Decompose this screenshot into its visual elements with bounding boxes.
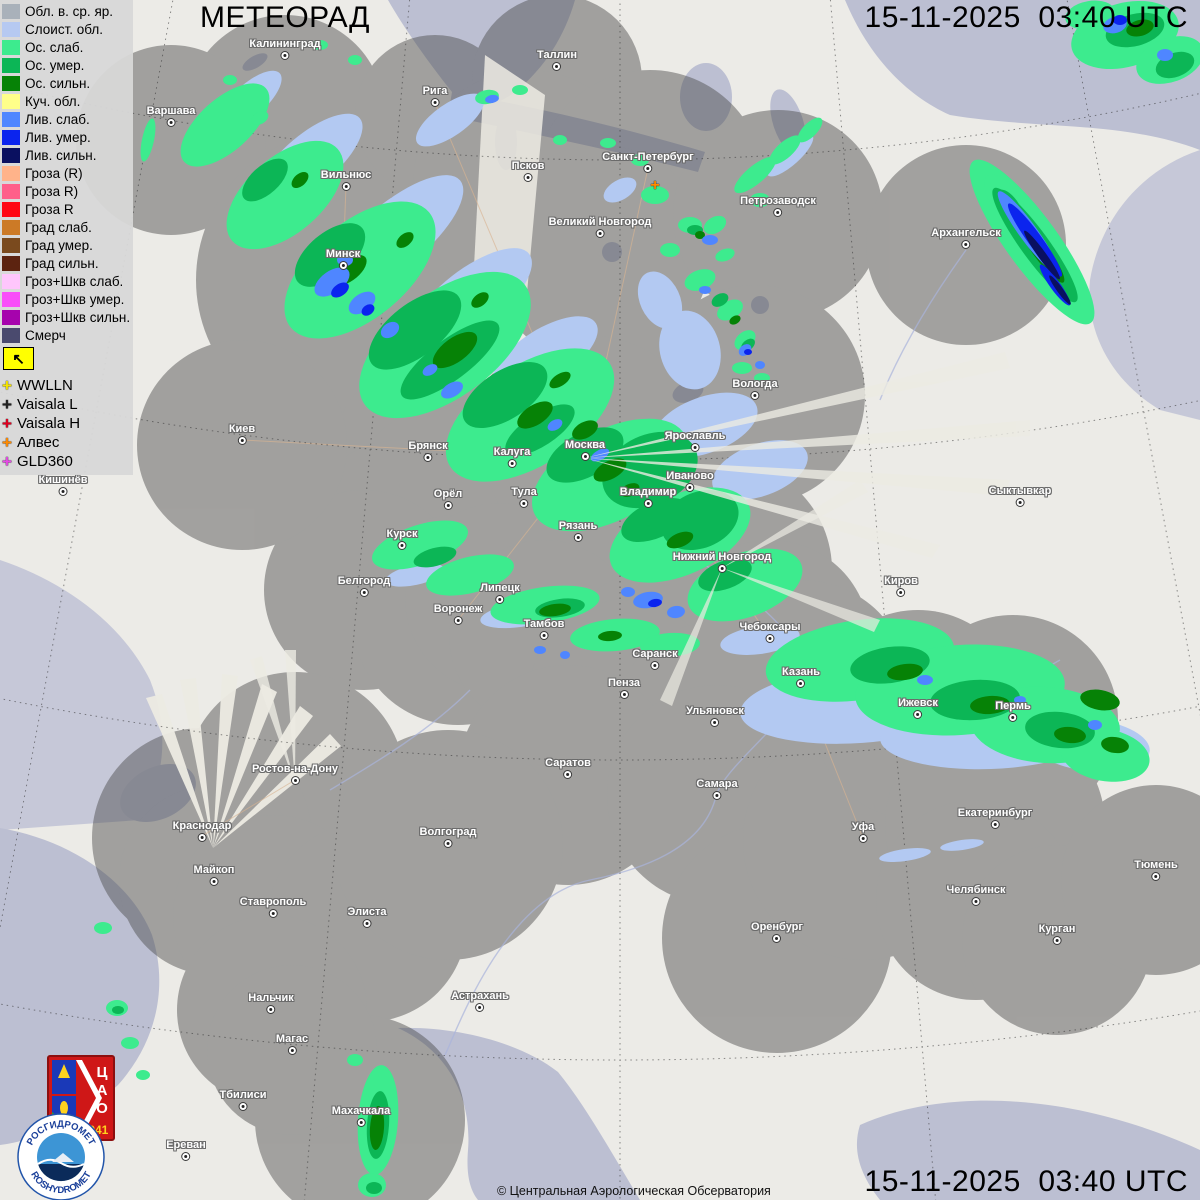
legend-swatch (2, 57, 20, 73)
legend-swatch (2, 147, 20, 163)
legend-label: Ос. слаб. (25, 39, 84, 55)
legend-label: Град слаб. (25, 219, 92, 235)
legend-swatch (2, 129, 20, 145)
legend-label: Гроза R) (25, 183, 79, 199)
legend-label: Гроз+Шкв сильн. (25, 309, 131, 325)
lightning-source-label: WWLLN (17, 377, 73, 394)
legend-row: Гроз+Шкв сильн. (2, 308, 133, 326)
logos: ЦАО 1941 РОСГИДРОМЕТ ROSHYDROMET (14, 1052, 124, 1200)
lightning-cross-icon: + (2, 433, 12, 452)
legend-label: Обл. в. ср. яр. (25, 3, 114, 19)
legend-row: Лив. слаб. (2, 110, 133, 128)
legend-row: Гроза R (2, 200, 133, 218)
legend-panel: Обл. в. ср. яр. Слоист. обл. Ос. слаб. Ос. … (0, 0, 133, 475)
timestamp-bottom: 15-11-2025 03:40 UTC (864, 1165, 1188, 1198)
legend-swatch (2, 3, 20, 19)
legend-row: Град сильн. (2, 254, 133, 272)
pointer-marker-icon: ↖ (3, 347, 34, 370)
roshydromet-logo-icon: РОСГИДРОМЕТ ROSHYDROMET (17, 1113, 105, 1200)
shower-strong-layer (1024, 230, 1071, 305)
legend-label: Лив. сильн. (25, 147, 97, 163)
lightning-source-row: + Алвес (2, 433, 133, 452)
attribution-text: © Центральная Аэрологическая Обсерватори… (497, 1184, 771, 1198)
legend-row: Смерч (2, 326, 133, 344)
legend-label: Гроза R (25, 201, 74, 217)
legend-swatch (2, 183, 20, 199)
legend-label: Ос. сильн. (25, 75, 91, 91)
legend-row: Ос. сильн. (2, 74, 133, 92)
lightning-source-label: Vaisala H (17, 415, 81, 432)
legend-row: Лив. сильн. (2, 146, 133, 164)
legend-label: Куч. обл. (25, 93, 81, 109)
lightning-source-row: + GLD360 (2, 452, 133, 471)
lightning-source-label: Vaisala L (17, 396, 78, 413)
legend-swatch (2, 165, 20, 181)
lightning-source-label: GLD360 (17, 453, 73, 470)
page-title: МЕТЕОРАД (200, 1, 370, 34)
lightning-legend: + WWLLN + Vaisala L + Vaisala H + Алвес + GLD360 (2, 376, 133, 471)
legend-swatch (2, 111, 20, 127)
legend-swatch (2, 21, 20, 37)
legend-label: Гроз+Шкв умер. (25, 291, 125, 307)
legend-swatch (2, 201, 20, 217)
lightning-source-row: + WWLLN (2, 376, 133, 395)
legend-label: Лив. умер. (25, 129, 91, 145)
legend-label: Град умер. (25, 237, 93, 253)
legend-label: Гроза (R) (25, 165, 83, 181)
lightning-cross-icon: + (2, 395, 12, 414)
legend-swatch (2, 93, 20, 109)
lightning-source-row: + Vaisala H (2, 414, 133, 433)
lightning-cross-icon: + (2, 452, 12, 471)
legend-swatch (2, 255, 20, 271)
legend-label: Град сильн. (25, 255, 99, 271)
legend-label: Лив. слаб. (25, 111, 90, 127)
lightning-source-label: Алвес (17, 434, 60, 451)
lightning-cross-icon: + (2, 414, 12, 433)
legend-label: Ос. умер. (25, 57, 85, 73)
legend-row: Град слаб. (2, 218, 133, 236)
legend-row: Гроз+Шкв умер. (2, 290, 133, 308)
legend-swatch (2, 327, 20, 343)
legend-swatch (2, 273, 20, 289)
timestamp-top: 15-11-2025 03:40 UTC (864, 1, 1188, 34)
lightning-cross-icon: + (2, 376, 12, 395)
legend-swatch (2, 237, 20, 253)
legend-label: Слоист. обл. (25, 21, 104, 37)
lightning-source-row: + Vaisala L (2, 395, 133, 414)
legend-swatch (2, 75, 20, 91)
legend-row: Слоист. обл. (2, 20, 133, 38)
legend-swatch (2, 291, 20, 307)
legend-row: Гроза R) (2, 182, 133, 200)
legend-label: Гроз+Шкв слаб. (25, 273, 124, 289)
lightning-strike-icon: + (650, 177, 660, 195)
legend-row: Гроза (R) (2, 164, 133, 182)
legend-row: Куч. обл. (2, 92, 133, 110)
legend-swatch (2, 39, 20, 55)
legend-row: Обл. в. ср. яр. (2, 2, 133, 20)
legend-row: Лив. умер. (2, 128, 133, 146)
legend-row: Гроз+Шкв слаб. (2, 272, 133, 290)
legend-items: Обл. в. ср. яр. Слоист. обл. Ос. слаб. Ос. … (2, 2, 133, 344)
legend-row: Ос. слаб. (2, 38, 133, 56)
legend-label: Смерч (25, 327, 66, 343)
legend-swatch (2, 219, 20, 235)
legend-row: Ос. умер. (2, 56, 133, 74)
legend-row: Град умер. (2, 236, 133, 254)
cao-roshydromet-logo: ЦАО 1941 РОСГИДРОМЕТ ROSHYDROMET (17, 1055, 115, 1200)
legend-swatch (2, 309, 20, 325)
